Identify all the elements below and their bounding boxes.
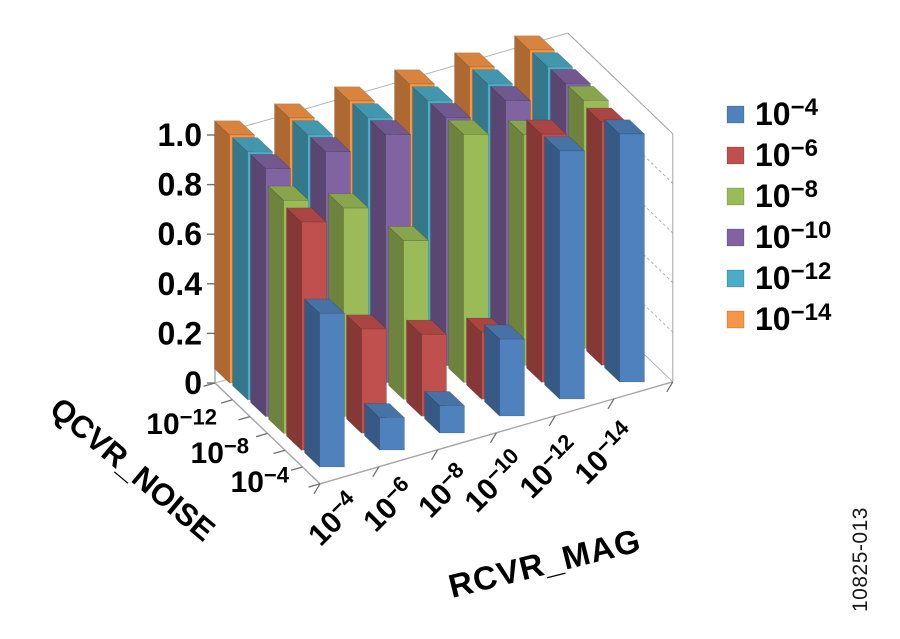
y-axis-labels: 0 0.2 0.4 0.6 0.8 1.0 bbox=[158, 117, 203, 401]
legend-item-10−14: 10−14 bbox=[726, 299, 832, 337]
depth-tick-label: 10−12 bbox=[146, 404, 217, 441]
legend-label: 10−10 bbox=[755, 217, 831, 255]
bar-rcvr-10−10-qcvr-10−4 bbox=[483, 324, 526, 417]
x-tick-label: 10−14 bbox=[566, 415, 642, 491]
legend-label: 10−12 bbox=[755, 258, 831, 296]
legend-swatch bbox=[726, 105, 745, 124]
depth-tick-label: 10−8 bbox=[191, 433, 249, 470]
legend-label: 10−4 bbox=[755, 94, 819, 132]
legend-swatch bbox=[726, 269, 745, 288]
y-tick-label: 1.0 bbox=[158, 117, 202, 153]
axis-ticks bbox=[203, 134, 674, 495]
x-tick-label: 10−6 bbox=[355, 471, 422, 538]
bars bbox=[213, 35, 646, 468]
y-tick-label: 0.2 bbox=[158, 315, 202, 351]
bar-rcvr-10−12-qcvr-10−4 bbox=[543, 136, 586, 400]
bar-rcvr-10−8-qcvr-10−4 bbox=[423, 390, 466, 434]
depth-tick-label: 10−4 bbox=[231, 462, 290, 499]
figure-number-watermark: 10825-013 bbox=[849, 507, 872, 612]
legend-swatch bbox=[726, 146, 745, 165]
y-tick-label: 0.6 bbox=[158, 216, 202, 252]
x-axis-title: RCVR_MAG bbox=[445, 521, 645, 605]
legend-item-10−4: 10−4 bbox=[726, 94, 819, 132]
y-tick-label: 0 bbox=[184, 365, 202, 401]
legend-item-10−10: 10−10 bbox=[726, 217, 831, 255]
legend-item-10−8: 10−8 bbox=[726, 176, 818, 214]
bar-rcvr-10−14-qcvr-10−4 bbox=[603, 119, 646, 383]
x-tick-label: 10−4 bbox=[300, 485, 368, 553]
legend-label: 10−8 bbox=[755, 176, 818, 214]
legend-label: 10−14 bbox=[755, 299, 832, 337]
legend-swatch bbox=[726, 310, 745, 329]
legend-swatch bbox=[726, 228, 745, 247]
legend-swatch bbox=[726, 187, 745, 206]
bar-rcvr-10−6-qcvr-10−4 bbox=[363, 402, 406, 451]
legend-item-10−6: 10−6 bbox=[726, 135, 818, 173]
y-tick-label: 0.4 bbox=[158, 266, 203, 302]
legend-label: 10−6 bbox=[755, 135, 818, 173]
y-tick-label: 0.8 bbox=[158, 167, 202, 203]
legend-item-10−12: 10−12 bbox=[726, 258, 831, 296]
bar-rcvr-10−4-qcvr-10−4 bbox=[303, 298, 346, 468]
